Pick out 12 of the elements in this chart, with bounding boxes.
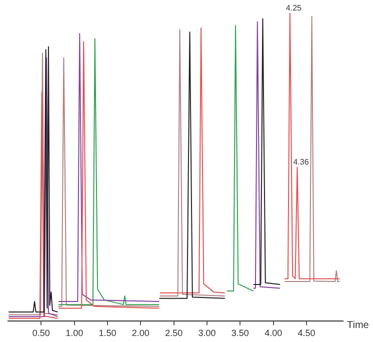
annotation: 4.36 <box>293 157 310 166</box>
x-tick-label: 4.00 <box>264 328 282 338</box>
x-tick-label: 2.50 <box>165 328 183 338</box>
annotation: 4.25 <box>286 3 302 12</box>
x-tick-label: 4.50 <box>298 328 316 338</box>
x-axis-title: Time <box>347 320 370 331</box>
x-tick-label: 3.50 <box>231 328 249 338</box>
x-tick-label: 1.00 <box>66 328 84 338</box>
x-tick-label: 0.50 <box>32 328 50 338</box>
x-tick-label: 2.00 <box>132 328 150 338</box>
x-tick-label: 1.50 <box>98 328 116 338</box>
x-tick-label: 3.00 <box>198 328 216 338</box>
